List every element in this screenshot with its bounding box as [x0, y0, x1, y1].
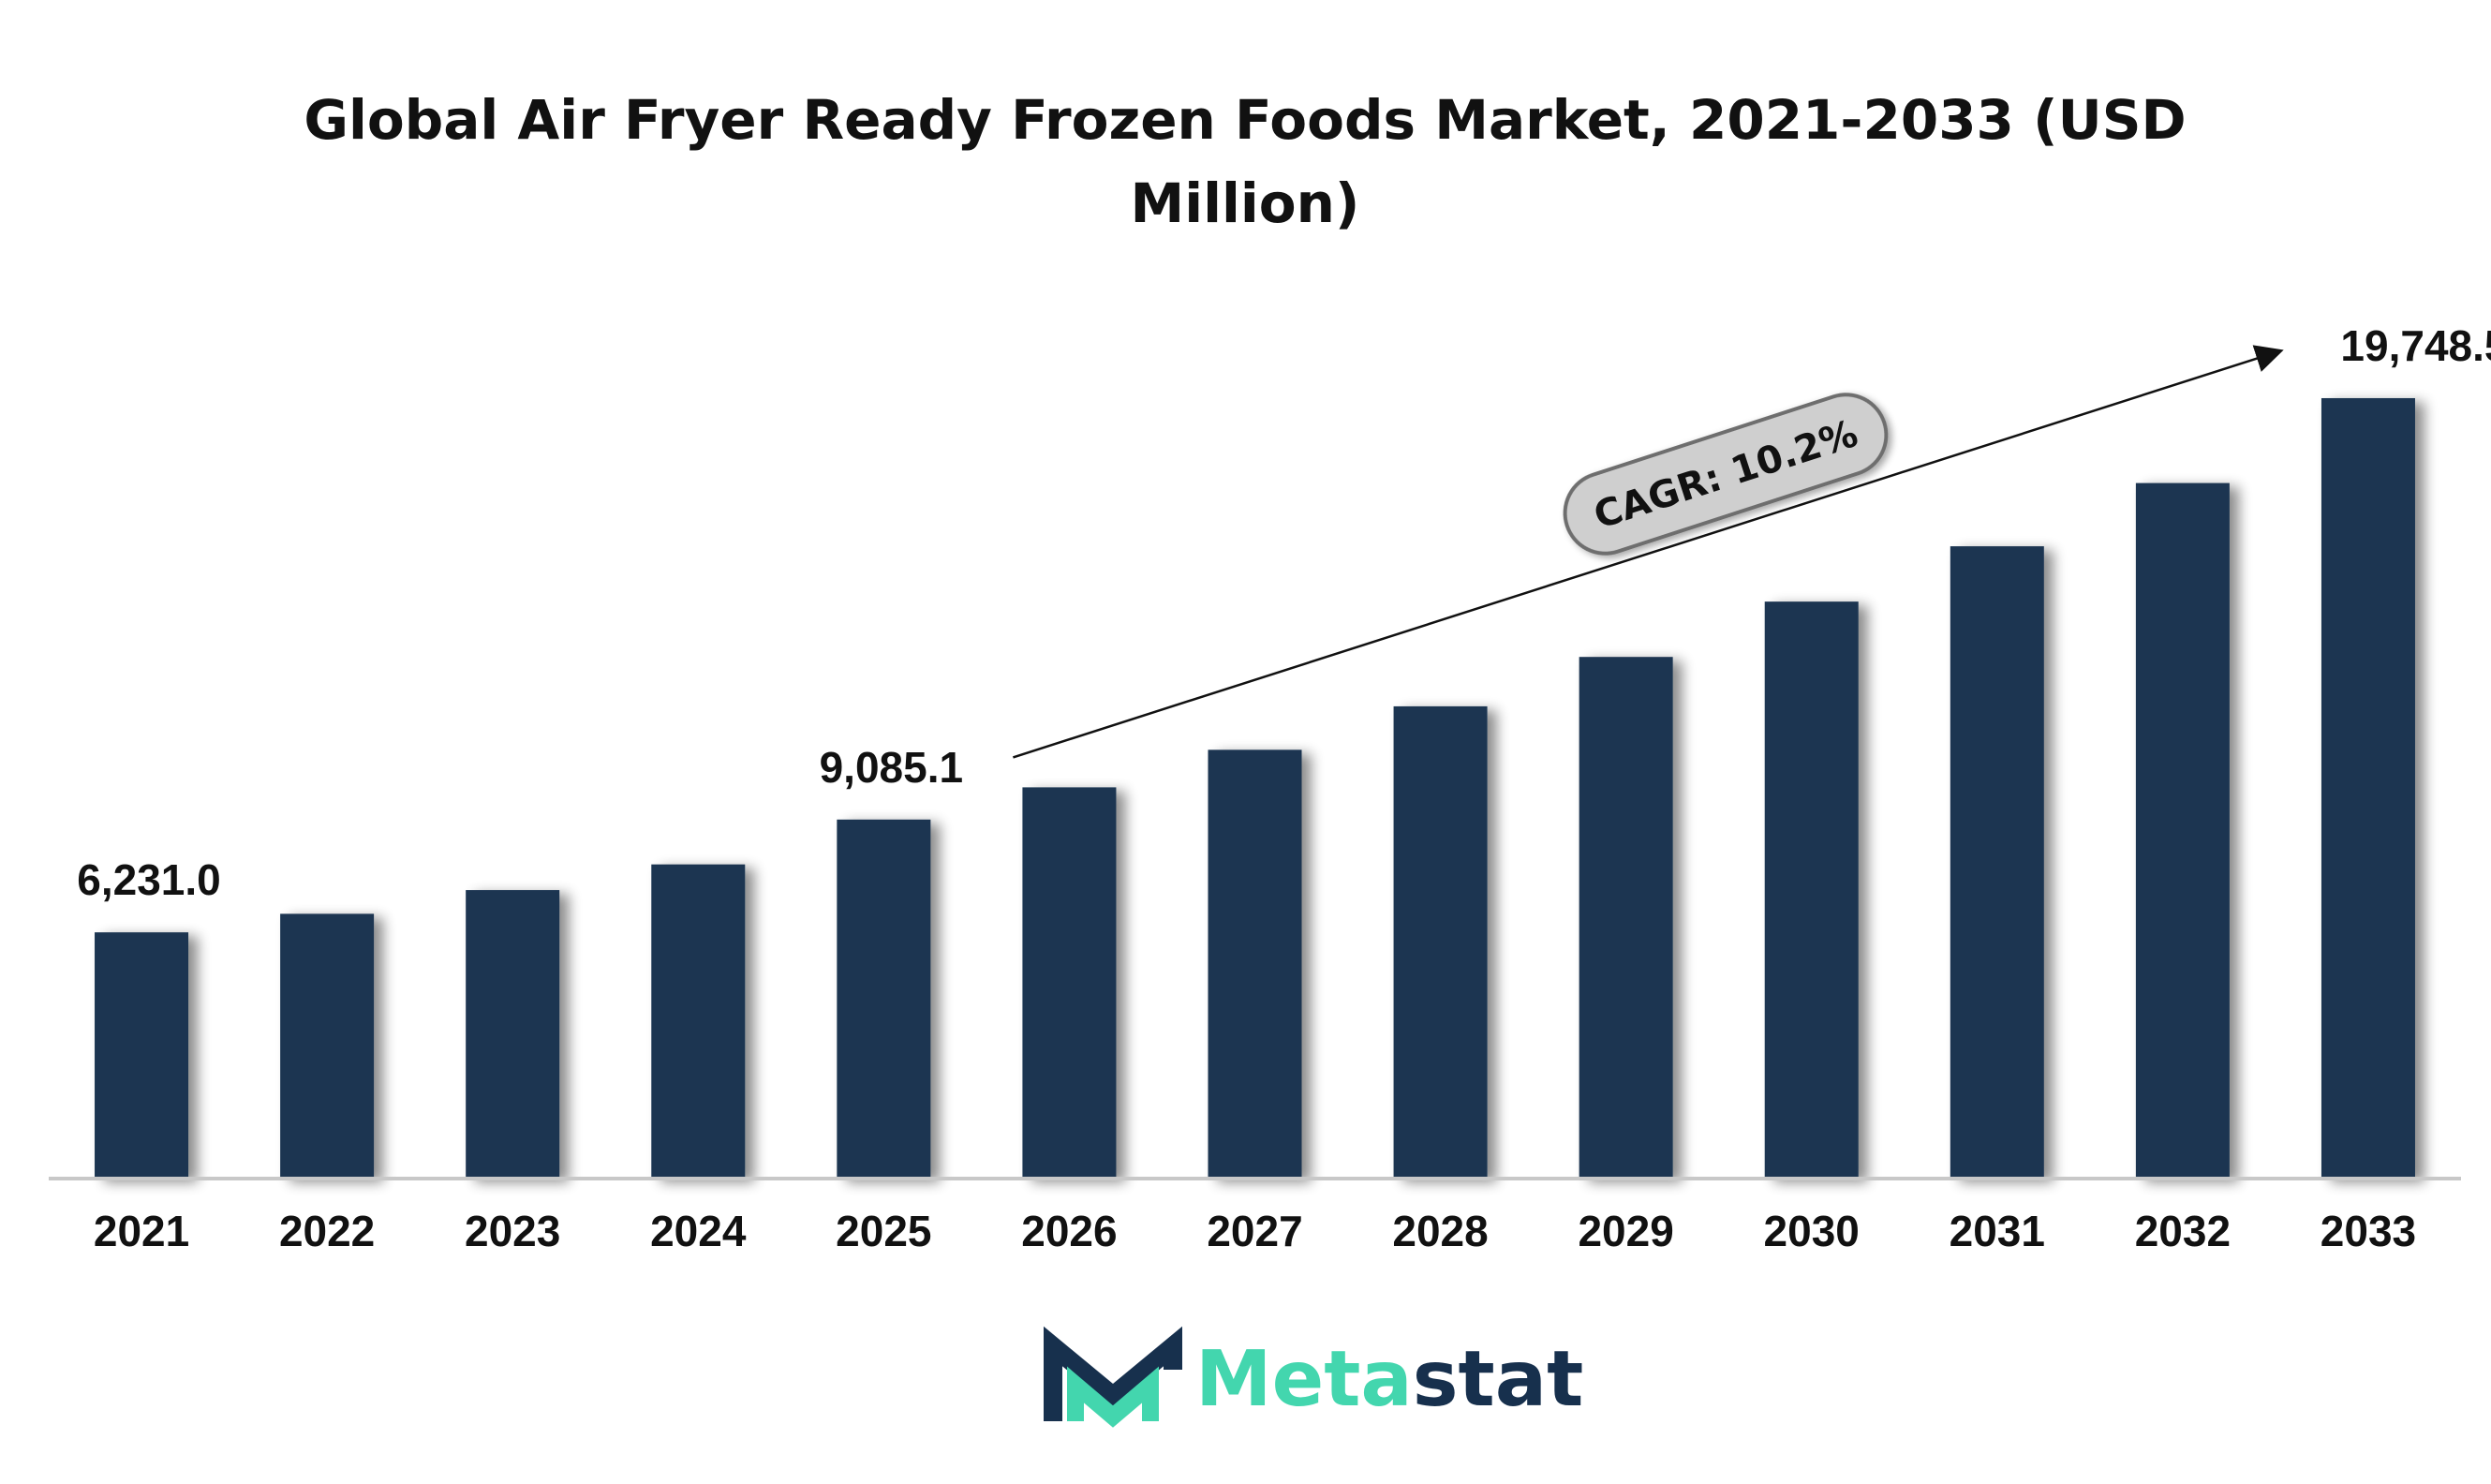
x-tick-label-2027: 2027: [1207, 1207, 1302, 1255]
chart-title-line-2: Million): [1131, 171, 1360, 235]
cagr-badge: CAGR: 10.2%: [1563, 393, 1889, 556]
bar-2028: [1393, 705, 1488, 1179]
metastat-logo: Metastat: [1044, 1326, 1583, 1428]
x-tick-label-2025: 2025: [836, 1207, 931, 1255]
bar-2033: [2320, 397, 2415, 1179]
bar-2024: [651, 864, 746, 1179]
cagr-trend-arrow: [1013, 345, 2284, 759]
x-tick-label-2031: 2031: [1950, 1207, 2045, 1255]
data-labels: 6,231.0 9,085.1 19,748.5: [77, 321, 2491, 904]
x-tick-label-2029: 2029: [1578, 1207, 1673, 1255]
bar-2021: [95, 932, 189, 1179]
x-tick-label-2032: 2032: [2135, 1207, 2231, 1255]
chart-title-line-1: Global Air Fryer Ready Frozen Foods Mark…: [304, 88, 2186, 152]
x-tick-labels: 2021 2022 2023 2024 2025 2026 2027 2028 2029 2030…: [94, 1207, 2416, 1255]
bar-2032: [2135, 482, 2230, 1179]
bar-2029: [1579, 657, 1673, 1179]
data-label-2021: 6,231.0: [77, 855, 220, 904]
x-tick-label-2021: 2021: [94, 1207, 189, 1255]
x-tick-label-2026: 2026: [1021, 1207, 1117, 1255]
x-tick-label-2023: 2023: [465, 1207, 560, 1255]
data-label-2025: 9,085.1: [820, 743, 963, 792]
bars-layer: [95, 397, 2415, 1179]
bar-2022: [280, 913, 375, 1179]
bar-2031: [1950, 546, 2044, 1179]
bar-2030: [1764, 601, 1859, 1179]
metastat-logo-mark: [1044, 1326, 1182, 1428]
bar-2026: [1022, 787, 1117, 1179]
data-label-2033: 19,748.5: [2340, 321, 2491, 370]
x-tick-label-2024: 2024: [650, 1207, 747, 1255]
bar-2027: [1208, 749, 1302, 1179]
x-tick-label-2030: 2030: [1764, 1207, 1860, 1255]
bar-2025: [837, 819, 931, 1179]
x-tick-label-2022: 2022: [279, 1207, 375, 1255]
cagr-badge-pill: [1563, 393, 1889, 556]
x-tick-label-2033: 2033: [2320, 1207, 2416, 1255]
x-tick-label-2028: 2028: [1392, 1207, 1488, 1255]
bar-2023: [466, 890, 560, 1179]
logo-wordmark: Metastat: [1195, 1335, 1583, 1424]
